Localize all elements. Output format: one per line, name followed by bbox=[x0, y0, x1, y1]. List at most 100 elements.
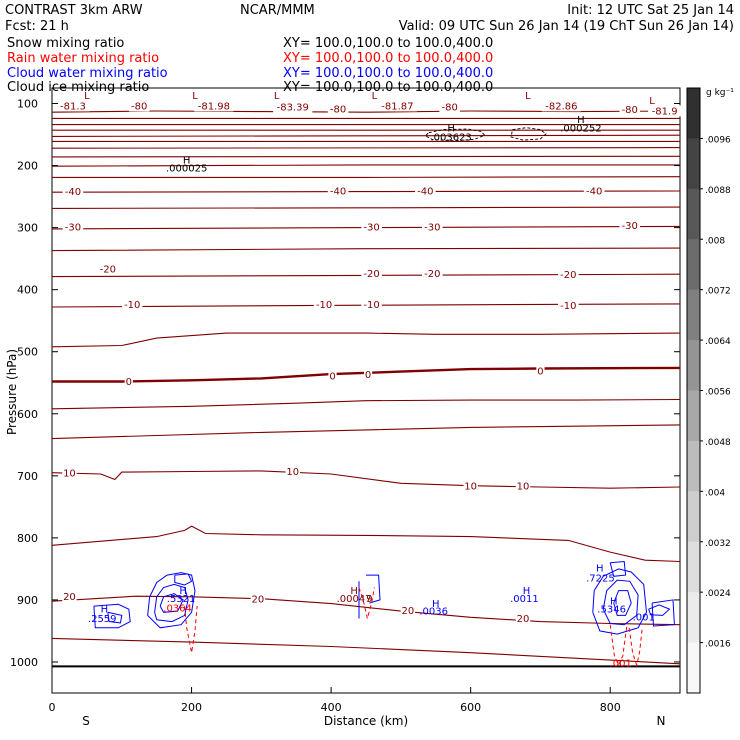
temperature-label-bg-37 bbox=[515, 612, 531, 624]
temperature-label-bg-28 bbox=[363, 369, 373, 381]
temperature-label-26: 0 bbox=[126, 377, 132, 388]
extremum-label-21: .0036 bbox=[419, 606, 448, 617]
snow-ice-contour-1 bbox=[510, 127, 547, 141]
temperature-label-8: -80 bbox=[622, 105, 638, 116]
extremum-label-9: .003623 bbox=[430, 132, 471, 143]
temperature-label-bg-9 bbox=[648, 105, 682, 117]
temperature-label-bg-12 bbox=[415, 185, 436, 197]
temperature-label-bg-8 bbox=[619, 104, 641, 116]
rain-water-contours bbox=[184, 587, 643, 667]
snow-ice-contour-0 bbox=[424, 128, 486, 142]
colorbar-segment-11 bbox=[687, 642, 700, 694]
cloud-water-contour-10 bbox=[613, 590, 632, 616]
header-center-title: NCAR/MMM bbox=[240, 3, 315, 18]
temperature-label-33: 10 bbox=[517, 482, 530, 493]
temperature-label-bg-13 bbox=[583, 185, 605, 197]
temperature-label-bg-22 bbox=[121, 298, 143, 310]
colorbar-segment-1 bbox=[687, 138, 700, 190]
header-init-time: Init: 12 UTC Sat 25 Jan 14 bbox=[567, 3, 734, 18]
temperature-label-bg-16 bbox=[421, 221, 443, 233]
temperature-label-bg-0 bbox=[56, 100, 90, 112]
extremum-label-18: .00047 bbox=[337, 594, 372, 605]
temperature-label-bg-25 bbox=[558, 300, 579, 312]
extremum-label-0: L bbox=[84, 91, 90, 102]
temperature-label-24: -10 bbox=[363, 300, 379, 311]
y-tick-label-800: 800 bbox=[17, 532, 38, 545]
temperature-label-bg-18 bbox=[97, 263, 119, 275]
colorbar-label-4: .0064 bbox=[705, 337, 731, 347]
colorbar-segment-0 bbox=[687, 88, 700, 139]
y-tick-label-500: 500 bbox=[17, 346, 38, 359]
snow-ice-contours bbox=[424, 127, 547, 142]
temperature-label-bg-5 bbox=[377, 100, 417, 112]
temperature-label-bg-4 bbox=[327, 103, 349, 115]
temperature-label-9: -81.9 bbox=[652, 106, 678, 117]
temperature-label-bg-26 bbox=[124, 375, 133, 387]
temperature-label-15: -30 bbox=[363, 222, 379, 233]
cloud-water-contour-1 bbox=[107, 611, 123, 624]
temperature-label-bg-11 bbox=[327, 185, 349, 197]
temperature-label-18: -20 bbox=[100, 265, 116, 276]
extremum-label-1: L bbox=[192, 91, 198, 102]
temperature-label-bg-20 bbox=[421, 267, 443, 279]
colorbar-label-7: .004 bbox=[705, 488, 725, 498]
extremum-label-23: .0011 bbox=[510, 594, 539, 605]
temperature-contour-23 bbox=[51, 637, 681, 665]
temperature-label-bg-2 bbox=[194, 100, 234, 112]
extremum-label-8: H bbox=[447, 124, 455, 135]
y-tick-label-900: 900 bbox=[17, 594, 38, 607]
temperature-label-2: -81.98 bbox=[198, 101, 230, 112]
temperature-label-bg-24 bbox=[361, 298, 382, 310]
temperature-label-bg-36 bbox=[400, 604, 416, 616]
colorbar-label-1: .0088 bbox=[705, 186, 731, 196]
temperature-label-bg-10 bbox=[62, 186, 84, 198]
temperature-label-bg-3 bbox=[273, 101, 313, 113]
temperature-contour-11 bbox=[51, 206, 681, 209]
colorbar-label-0: .0096 bbox=[705, 135, 731, 145]
extremum-label-11: .000252 bbox=[560, 124, 601, 135]
temperature-contour-4 bbox=[51, 134, 681, 137]
extremum-label-10: H bbox=[577, 115, 585, 126]
cloud-water-contour-4 bbox=[159, 593, 184, 613]
temperature-label-7: -82.86 bbox=[545, 101, 577, 112]
header-forecast-hour: Fcst: 21 h bbox=[5, 19, 69, 34]
y-axis-title: Pressure (hPa) bbox=[5, 349, 19, 435]
temperature-label-12: -40 bbox=[417, 186, 433, 197]
y-tick-label-600: 600 bbox=[17, 408, 38, 421]
temperature-label-1: -80 bbox=[131, 101, 147, 112]
colorbar: .0096 .0088 .008 .0072 .0064 .0056 .0048 .004 .0… bbox=[686, 87, 731, 694]
colorbar-label-8: .0032 bbox=[705, 539, 731, 549]
cloud-water-contour-13 bbox=[651, 599, 675, 627]
temperature-label-21: -20 bbox=[560, 270, 576, 281]
extremum-label-27: .5346 bbox=[597, 605, 626, 616]
temperature-contour-19 bbox=[51, 424, 681, 440]
y-tick-label-400: 400 bbox=[17, 284, 38, 297]
temperature-contour-21 bbox=[51, 525, 681, 563]
colorbar-segment-9 bbox=[687, 541, 700, 593]
colorbar-segment-4 bbox=[687, 289, 700, 341]
colorbar-segment-3 bbox=[687, 239, 700, 291]
rain-contour-0 bbox=[184, 606, 198, 653]
cloud-water-contour-3 bbox=[154, 583, 189, 623]
extremum-label-24: H bbox=[596, 564, 604, 575]
temperature-label-28: 0 bbox=[365, 370, 371, 381]
temperature-contour-13 bbox=[51, 247, 681, 252]
temperature-label-31: 10 bbox=[286, 467, 299, 478]
colorbar-segment-2 bbox=[687, 188, 700, 240]
colorbar-units: g kg⁻¹ bbox=[706, 88, 734, 98]
colorbar-segment-6 bbox=[687, 390, 700, 442]
extremum-label-12: H bbox=[101, 605, 109, 616]
temperature-label-3: -83.39 bbox=[277, 103, 309, 114]
extremum-label-15: .5321 bbox=[167, 594, 196, 605]
temperature-label-19: -20 bbox=[363, 269, 379, 280]
field-name-cloud-water: Cloud water mixing ratio bbox=[7, 66, 168, 81]
y-tick-label-700: 700 bbox=[17, 470, 38, 483]
temperature-label-27: 0 bbox=[329, 371, 335, 382]
temperature-label-bg-32 bbox=[463, 480, 478, 492]
temperature-label-bg-35 bbox=[250, 593, 266, 605]
temperature-label-32: 10 bbox=[464, 482, 477, 493]
colorbar-segment-10 bbox=[687, 592, 700, 644]
extremum-label-14: H bbox=[179, 586, 187, 597]
